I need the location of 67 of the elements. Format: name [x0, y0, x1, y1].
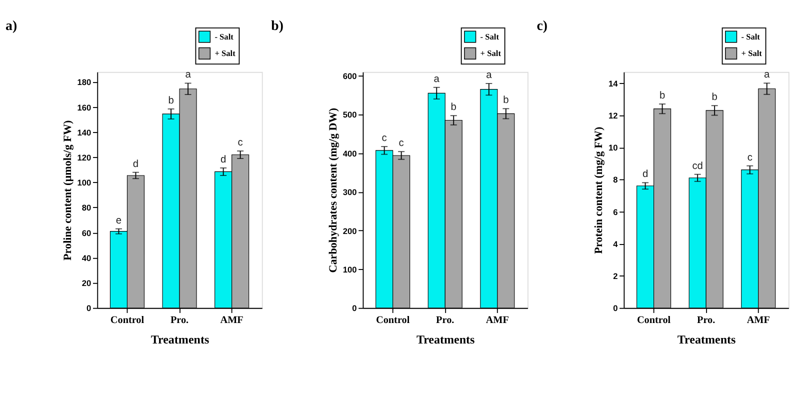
legend-label: - Salt — [480, 32, 500, 42]
y-tick-label: 500 — [342, 110, 358, 120]
x-axis-title: Treatments — [677, 332, 736, 347]
data-label: b — [168, 95, 174, 106]
legend-label: + Salt — [480, 49, 502, 58]
x-tick-label: AMF — [486, 315, 509, 326]
x-tick-label: Pro. — [436, 315, 455, 326]
y-tick-label: 60 — [82, 228, 92, 238]
y-axis-title: Carbohydrates content (mg/g DW) — [327, 108, 340, 273]
x-tick-label: AMF — [220, 315, 244, 326]
data-label: a — [764, 70, 770, 81]
y-tick-label: 180 — [77, 77, 92, 88]
data-label: c — [398, 138, 404, 150]
data-label: d — [220, 154, 226, 166]
y-tick-label: 4 — [613, 238, 618, 249]
y-tick-label: 14 — [608, 78, 618, 88]
x-axis-title: Treatments — [416, 332, 476, 347]
y-tick-label: 0 — [613, 303, 618, 314]
data-label: b — [503, 95, 510, 106]
y-axis-title: Protein content (mg/g FW) — [592, 126, 605, 254]
y-tick-label: 100 — [77, 178, 92, 188]
chart-title: c) — [536, 18, 548, 34]
data-label: c — [747, 152, 752, 164]
x-axis-title: Treatments — [150, 332, 210, 347]
y-tick-label: 2 — [613, 271, 618, 282]
data-label: a — [434, 74, 440, 85]
data-label: b — [450, 102, 457, 114]
data-label: cd — [692, 160, 703, 172]
y-tick-label: 160 — [77, 102, 92, 112]
y-tick-label: 100 — [342, 264, 358, 274]
y-tick-label: 40 — [82, 252, 92, 263]
data-label: d — [642, 169, 648, 180]
x-tick-label: AMF — [746, 315, 770, 326]
y-tick-label: 80 — [82, 202, 92, 213]
y-tick-label: 140 — [77, 127, 92, 138]
y-tick-label: 8 — [613, 174, 618, 185]
data-label: d — [132, 158, 139, 170]
y-tick-label: 600 — [342, 71, 358, 82]
y-tick-label: 300 — [342, 187, 358, 198]
data-label: c — [238, 137, 243, 148]
x-tick-label: Pro. — [697, 315, 716, 326]
legend-label: + Salt — [741, 49, 762, 58]
y-tick-label: 400 — [342, 148, 358, 158]
y-tick-label: 6 — [613, 206, 618, 217]
x-tick-label: Control — [636, 315, 671, 326]
legend-label: + Salt — [214, 49, 236, 58]
y-tick-label: 12 — [608, 110, 618, 120]
x-tick-label: Control — [110, 315, 144, 326]
y-tick-label: 200 — [342, 226, 358, 236]
data-label: c — [382, 133, 387, 144]
y-tick-label: 120 — [77, 152, 92, 163]
y-tick-label: 10 — [608, 142, 618, 153]
y-tick-label: 0 — [352, 303, 358, 314]
legend-label: - Salt — [741, 32, 760, 42]
legend-label: - Salt — [214, 32, 234, 42]
data-label: a — [486, 70, 492, 81]
y-tick-label: 0 — [86, 303, 92, 314]
data-label: b — [712, 92, 718, 104]
chart-title: a) — [6, 18, 18, 34]
x-tick-label: Pro. — [170, 315, 190, 326]
data-label: a — [185, 70, 192, 81]
data-label: e — [116, 215, 122, 226]
y-tick-label: 20 — [82, 278, 92, 288]
chart-title: b) — [271, 18, 284, 34]
x-tick-label: Control — [376, 315, 410, 326]
y-axis-title: Proline content (µmols/g FW) — [62, 120, 74, 260]
data-label: b — [659, 90, 666, 102]
